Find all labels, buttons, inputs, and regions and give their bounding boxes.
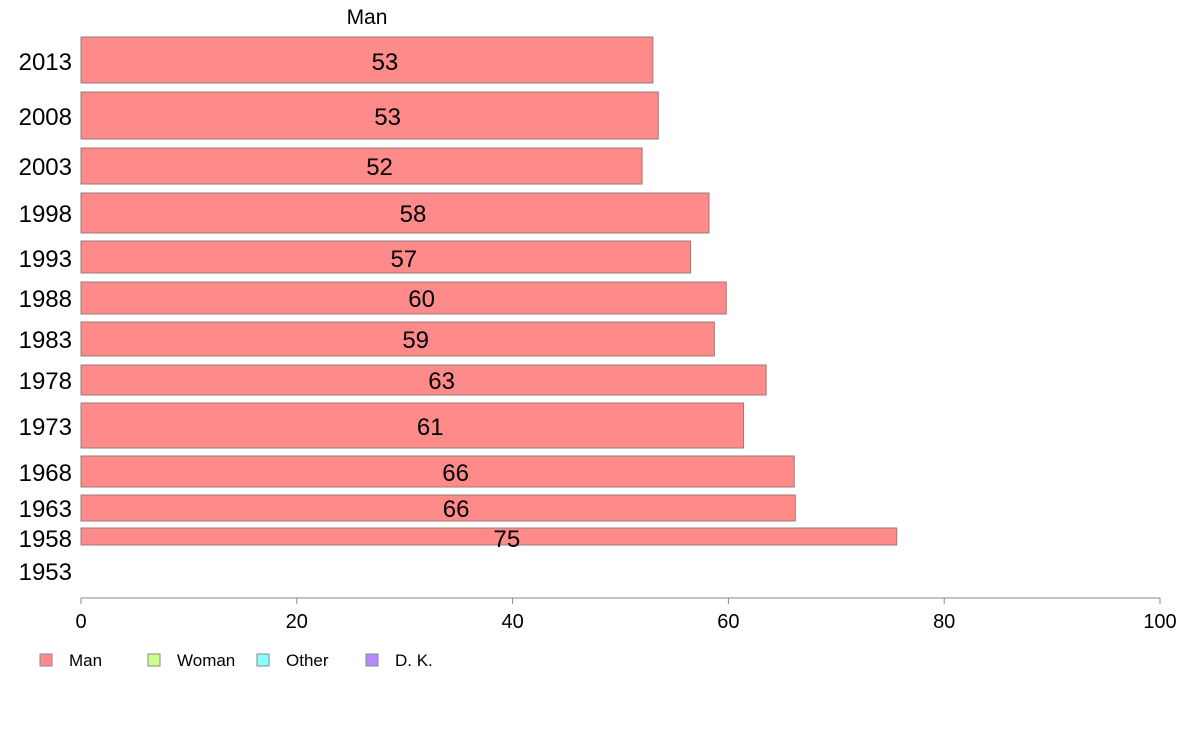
category-labels: 2013 2008 2003 1998 1993 1988 1983 1978 1973 1968… xyxy=(19,49,72,586)
bar-2008 xyxy=(80,91,659,140)
bar-1983 xyxy=(80,321,715,357)
value-label-1968: 66 xyxy=(442,460,469,487)
category-label-1978: 1978 xyxy=(19,368,72,395)
category-label-1983: 1983 xyxy=(19,327,72,354)
legend-swatch-woman xyxy=(147,653,161,667)
x-tick-label-40: 40 xyxy=(501,611,523,633)
x-tick-label-20: 20 xyxy=(286,611,308,633)
value-label-1998: 58 xyxy=(400,201,427,228)
bar-1978 xyxy=(80,364,767,396)
category-label-1958: 1958 xyxy=(19,526,72,553)
bar-1958 xyxy=(80,527,898,546)
category-label-1968: 1968 xyxy=(19,460,72,487)
category-label-1993: 1993 xyxy=(19,246,72,273)
bar-1988 xyxy=(80,281,727,315)
x-tick-label-60: 60 xyxy=(717,611,739,633)
category-label-1988: 1988 xyxy=(19,286,72,313)
x-axis: 0 20 40 60 80 100 xyxy=(75,597,1177,633)
value-label-1958: 75 xyxy=(494,526,521,553)
chart-title: Man xyxy=(347,6,388,29)
legend-swatch-man xyxy=(39,653,53,667)
category-label-1998: 1998 xyxy=(19,201,72,228)
value-label-1963: 66 xyxy=(443,496,470,523)
bar-1993 xyxy=(80,240,692,274)
bar-2003 xyxy=(80,147,643,185)
bars-group xyxy=(80,36,898,546)
value-label-2003: 52 xyxy=(366,154,393,181)
bar-1998 xyxy=(80,192,710,234)
x-tick-label-100: 100 xyxy=(1143,611,1176,633)
legend-label-other: Other xyxy=(286,651,329,670)
value-label-1978: 63 xyxy=(428,368,455,395)
category-label-2008: 2008 xyxy=(19,104,72,131)
legend-swatch-other xyxy=(256,653,270,667)
legend-label-woman: Woman xyxy=(177,651,235,670)
legend-swatch-dk xyxy=(365,653,379,667)
category-label-1953: 1953 xyxy=(19,559,72,586)
legend-label-man: Man xyxy=(69,651,102,670)
category-label-2003: 2003 xyxy=(19,154,72,181)
bar-1968 xyxy=(80,455,795,488)
bar-1963 xyxy=(80,494,796,522)
x-tick-label-80: 80 xyxy=(933,611,955,633)
category-label-1973: 1973 xyxy=(19,414,72,441)
value-label-1988: 60 xyxy=(408,286,435,313)
x-tick-label-0: 0 xyxy=(75,611,86,633)
bar-2013 xyxy=(80,36,654,84)
category-label-1963: 1963 xyxy=(19,496,72,523)
value-label-1983: 59 xyxy=(402,327,429,354)
legend: Man Woman Other D. K. xyxy=(39,651,433,670)
bar-1973 xyxy=(80,402,745,449)
legend-label-dk: D. K. xyxy=(395,651,433,670)
value-label-2013: 53 xyxy=(372,49,399,76)
value-label-2008: 53 xyxy=(374,104,401,131)
value-label-1993: 57 xyxy=(390,246,417,273)
value-label-1973: 61 xyxy=(417,414,444,441)
category-label-2013: 2013 xyxy=(19,49,72,76)
value-labels: 53 53 52 58 57 60 59 63 61 66 66 75 xyxy=(366,49,520,553)
